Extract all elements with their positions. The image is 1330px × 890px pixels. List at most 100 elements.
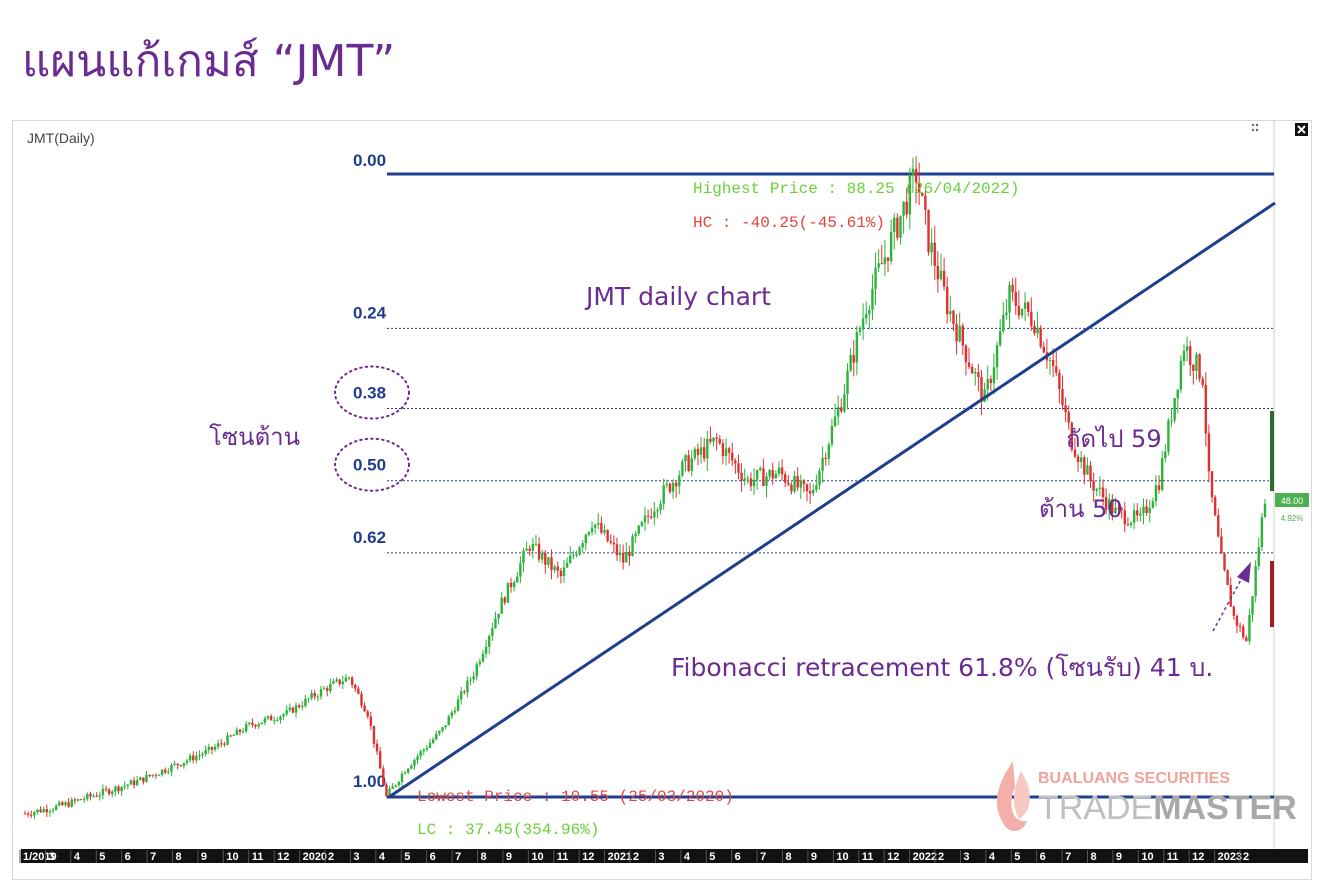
candle: [1170, 408, 1173, 427]
logo-line1: BUALUANG SECURITIES: [1038, 770, 1230, 787]
time-tick: 5: [404, 851, 410, 863]
hc-label: HC : -40.25(-45.61%): [693, 214, 885, 232]
time-tick: 2022: [913, 851, 937, 863]
time-tick: 1/2019: [23, 851, 57, 863]
candle: [157, 774, 161, 776]
candle: [531, 538, 535, 559]
candle: [621, 544, 625, 570]
candle: [394, 784, 397, 788]
candle: [1238, 622, 1242, 633]
candle: [917, 162, 921, 206]
candlestick-series: [23, 156, 1267, 820]
candle: [39, 806, 42, 813]
candle: [276, 717, 279, 722]
drag-handle-icon[interactable]: [1251, 123, 1259, 132]
candle: [210, 746, 214, 755]
candle: [500, 592, 503, 614]
candle: [871, 274, 874, 320]
time-tick: 7: [1065, 851, 1071, 863]
time-tick: 5: [99, 851, 105, 863]
candle: [453, 706, 457, 715]
candle: [198, 750, 201, 761]
candle: [575, 550, 578, 558]
time-tick: 6: [1040, 851, 1046, 863]
candle: [625, 542, 628, 563]
candle: [301, 701, 304, 711]
time-tick: 9: [1116, 851, 1122, 863]
time-tick: 8: [481, 851, 487, 863]
candle: [565, 557, 569, 568]
candle: [556, 561, 559, 579]
candle: [737, 454, 740, 480]
candle: [1217, 508, 1220, 538]
candle: [1182, 344, 1186, 366]
candle: [949, 295, 952, 323]
candle: [827, 442, 831, 466]
candle: [1248, 609, 1251, 645]
candle: [126, 784, 130, 790]
candle: [195, 751, 198, 764]
candle: [815, 474, 818, 493]
candle: [746, 475, 750, 484]
candle: [42, 806, 45, 813]
candle: [718, 435, 721, 446]
candle: [581, 540, 584, 553]
candle: [294, 702, 298, 718]
candle: [1076, 453, 1080, 472]
time-tick: 2: [1243, 851, 1249, 863]
candle: [1108, 493, 1111, 520]
last-price-text: 48.00: [1281, 496, 1304, 506]
candle: [139, 776, 142, 781]
candle: [466, 676, 469, 698]
candle: [995, 341, 999, 380]
candle: [422, 748, 425, 756]
candle: [341, 675, 344, 690]
candle: [1213, 495, 1217, 517]
candle: [590, 521, 594, 536]
candle: [1033, 320, 1036, 336]
candle: [1011, 277, 1014, 302]
candle: [344, 674, 348, 682]
candle: [76, 798, 80, 802]
candle: [930, 228, 933, 266]
candle: [1179, 355, 1183, 393]
candle: [1254, 560, 1257, 603]
candle: [188, 752, 192, 763]
candle: [796, 467, 799, 491]
candle: [861, 303, 865, 340]
candle: [425, 744, 429, 752]
lowest-price-label: Lowest Price : 10.55 (25/03/2020): [417, 788, 734, 806]
close-icon[interactable]: [1295, 123, 1308, 136]
candle: [952, 309, 955, 332]
time-tick: 2021: [608, 851, 632, 863]
candle: [1192, 363, 1195, 385]
candle: [413, 758, 416, 770]
candle: [438, 730, 441, 736]
candle: [1058, 369, 1061, 404]
candle: [397, 780, 401, 788]
time-tick: 12: [1192, 851, 1204, 863]
candle: [653, 502, 656, 526]
time-tick: 9: [811, 851, 817, 863]
candle: [640, 520, 644, 528]
candle: [176, 763, 179, 770]
candle: [319, 685, 323, 700]
candle: [360, 691, 363, 708]
time-tick: 2023: [1218, 851, 1242, 863]
candle: [64, 800, 67, 807]
candle: [537, 537, 541, 563]
candle: [463, 689, 466, 695]
candle: [743, 468, 746, 486]
candle: [846, 363, 849, 409]
candle: [802, 478, 806, 493]
candle: [98, 791, 101, 801]
candle: [1101, 479, 1105, 507]
candle: [877, 249, 880, 272]
candle: [942, 257, 946, 291]
candle: [129, 779, 133, 785]
candle: [855, 325, 859, 376]
candle: [784, 471, 787, 488]
time-tick: 2: [633, 851, 639, 863]
candle: [889, 219, 893, 265]
candle: [1104, 488, 1108, 515]
